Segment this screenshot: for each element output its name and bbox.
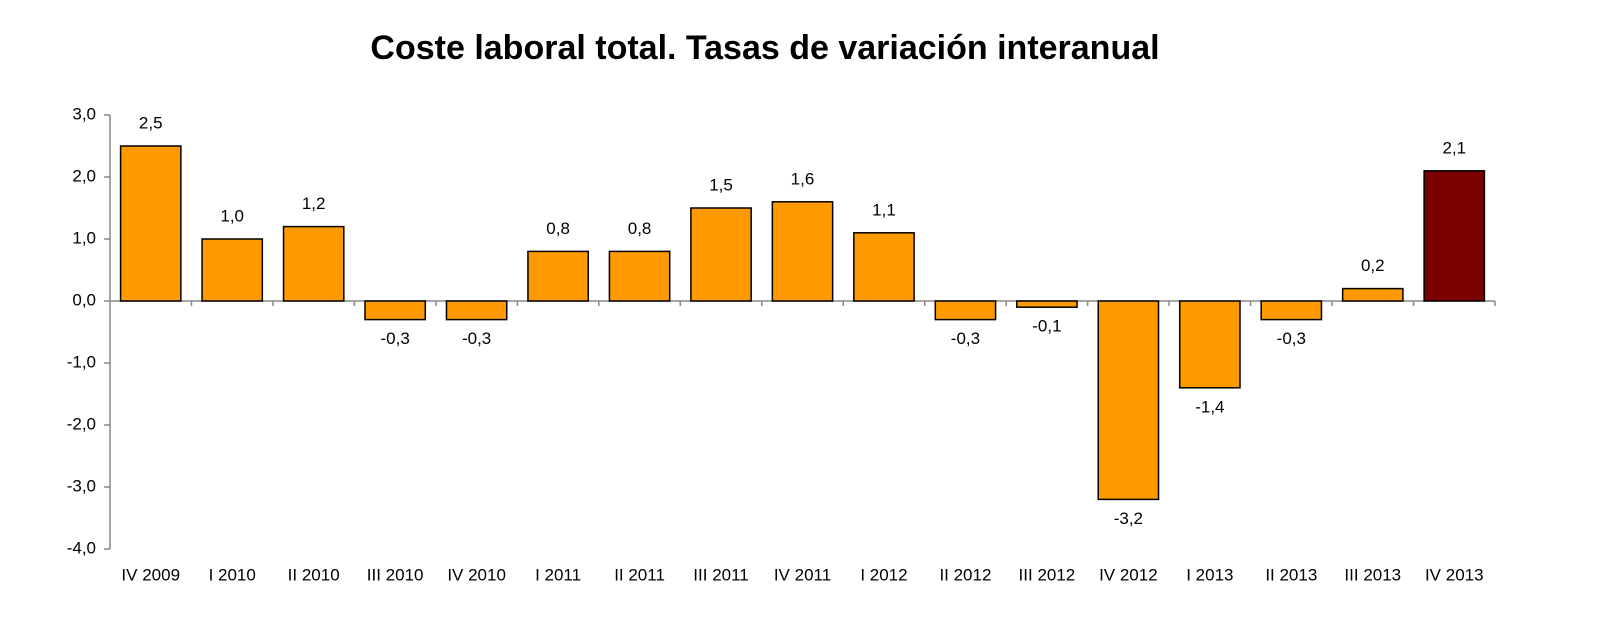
value-label: 0,2 xyxy=(1361,256,1385,275)
bar xyxy=(1178,300,1241,389)
x-tick-label: IV 2010 xyxy=(447,565,506,584)
chart-title: Coste laboral total. Tasas de variación … xyxy=(370,29,1159,67)
y-tick-label: 3,0 xyxy=(72,104,96,123)
bar xyxy=(771,201,834,302)
value-label: -3,2 xyxy=(1114,509,1143,528)
value-label: 2,5 xyxy=(139,113,163,132)
value-label: 1,2 xyxy=(302,194,326,213)
x-tick-label: IV 2012 xyxy=(1099,565,1158,584)
x-tick-label: IV 2011 xyxy=(774,565,831,584)
x-tick-label: III 2010 xyxy=(367,565,424,584)
bar xyxy=(1016,300,1078,308)
x-tick-label: IV 2009 xyxy=(121,565,180,584)
value-label: 1,6 xyxy=(791,169,815,188)
x-tick-label: III 2013 xyxy=(1344,565,1401,584)
y-tick-label: 0,0 xyxy=(72,290,96,309)
bar xyxy=(119,145,182,302)
value-label: 0,8 xyxy=(546,219,570,238)
bar xyxy=(445,300,508,321)
value-label: 1,5 xyxy=(709,175,733,194)
x-tick-label: III 2011 xyxy=(693,565,748,584)
x-tick-label: I 2012 xyxy=(860,565,907,584)
value-label: 1,1 xyxy=(872,200,896,219)
value-label: -0,3 xyxy=(1277,329,1306,348)
x-tick-label: I 2013 xyxy=(1186,565,1233,584)
bar xyxy=(201,238,264,302)
y-tick-label: 1,0 xyxy=(72,228,96,247)
y-tick-label: -4,0 xyxy=(67,538,96,557)
value-label: -0,3 xyxy=(380,329,409,348)
y-tick-label: 2,0 xyxy=(72,166,96,185)
x-tick-label: III 2012 xyxy=(1019,565,1076,584)
bar xyxy=(608,250,671,302)
bar xyxy=(364,300,427,321)
bar xyxy=(690,207,752,302)
bar xyxy=(527,250,589,302)
value-label: 0,8 xyxy=(628,219,652,238)
x-tick-label: I 2010 xyxy=(209,565,256,584)
y-tick-label: -3,0 xyxy=(67,476,96,495)
value-label: -0,3 xyxy=(462,329,491,348)
x-tick-label: IV 2013 xyxy=(1425,565,1484,584)
value-label: 1,0 xyxy=(220,206,244,225)
bar xyxy=(282,225,345,302)
bar xyxy=(1260,300,1323,321)
x-tick-label: II 2013 xyxy=(1265,565,1317,584)
bar xyxy=(1097,300,1160,501)
x-tick-label: II 2011 xyxy=(614,565,665,584)
value-label: 2,1 xyxy=(1442,138,1466,157)
value-label: -0,1 xyxy=(1032,317,1061,336)
value-label: -0,3 xyxy=(951,329,980,348)
x-tick-label: II 2010 xyxy=(288,565,340,584)
x-tick-label: I 2011 xyxy=(535,565,581,584)
value-label: -1,4 xyxy=(1195,397,1224,416)
x-tick-label: II 2012 xyxy=(939,565,991,584)
y-tick-label: -2,0 xyxy=(67,414,96,433)
bar xyxy=(1423,170,1486,302)
y-tick-label: -1,0 xyxy=(67,352,96,371)
bar xyxy=(853,232,915,302)
bar xyxy=(934,300,997,321)
bar xyxy=(1341,287,1404,302)
